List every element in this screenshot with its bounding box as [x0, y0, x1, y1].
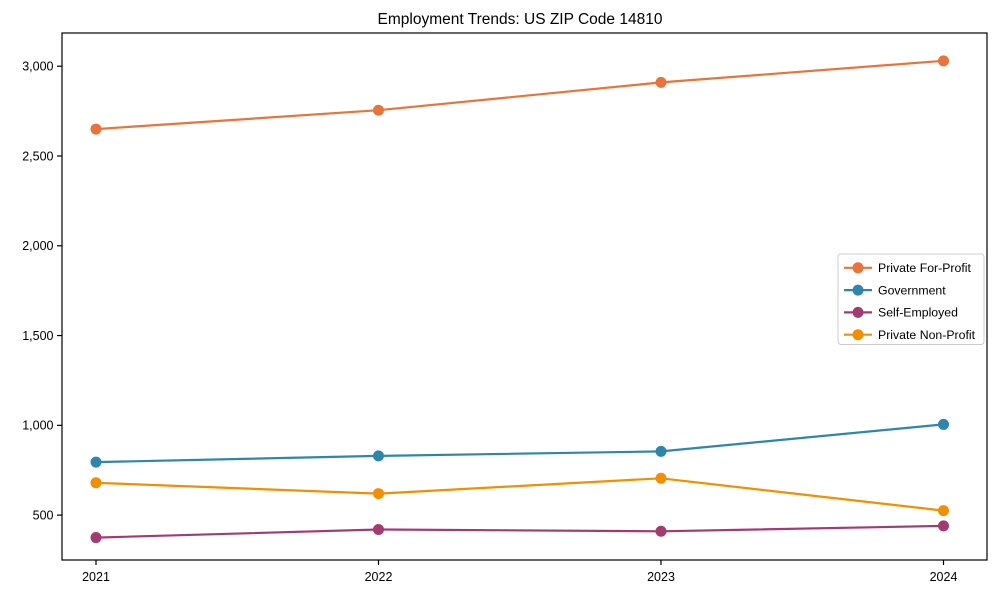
data-point-self-employed — [938, 520, 949, 532]
data-point-government — [655, 445, 667, 457]
x-tick-label: 2024 — [930, 570, 958, 584]
y-tick-label: 2,500 — [22, 149, 53, 163]
data-point-government — [90, 456, 102, 468]
data-point-private-for-profit — [373, 104, 384, 116]
data-point-private-non-profit — [90, 477, 102, 489]
data-point-private-for-profit — [90, 123, 102, 135]
data-point-government — [373, 450, 384, 462]
data-point-government — [938, 418, 949, 430]
y-tick-label: 2,000 — [22, 239, 53, 253]
data-point-private-non-profit — [373, 488, 384, 500]
legend-box — [837, 253, 985, 345]
legend-marker-dot — [852, 284, 864, 296]
x-tick-label: 2023 — [647, 570, 675, 584]
x-tick-label: 2022 — [365, 570, 393, 584]
legend: Private For-Profit Government Self-Employe… — [837, 253, 985, 345]
x-tick-label: 2021 — [82, 570, 110, 584]
y-tick-label: 1,500 — [22, 329, 53, 343]
y-tick-label: 500 — [33, 509, 54, 523]
y-tick-label: 3,000 — [22, 60, 53, 74]
data-point-private-for-profit — [655, 76, 667, 88]
y-tick-label: 1,000 — [22, 419, 53, 433]
legend-marker-dot — [852, 329, 864, 341]
data-point-private-non-profit — [655, 472, 667, 484]
data-point-self-employed — [655, 525, 667, 537]
legend-label: Private For-Profit — [878, 261, 972, 275]
series-line-self-employed — [94, 524, 945, 539]
data-point-self-employed — [373, 523, 384, 535]
plot-border — [61, 32, 988, 561]
series-line-private-non-profit — [94, 477, 945, 512]
legend-label: Government — [878, 283, 946, 297]
series-line-government — [94, 423, 945, 464]
legend-marker-dot — [852, 306, 864, 318]
legend-label: Private Non-Profit — [878, 328, 976, 342]
chart-title: Employment Trends: US ZIP Code 14810 — [378, 11, 663, 28]
plot-area: 500 1,000 1,500 2,000 2,500 3,000 2021 2022 2023… — [22, 32, 988, 584]
legend-marker-dot — [852, 262, 864, 274]
series-line-private-for-profit — [94, 59, 945, 131]
data-point-private-for-profit — [938, 55, 949, 67]
data-point-private-non-profit — [938, 505, 949, 517]
legend-label: Self-Employed — [878, 306, 958, 320]
data-point-self-employed — [90, 532, 102, 544]
